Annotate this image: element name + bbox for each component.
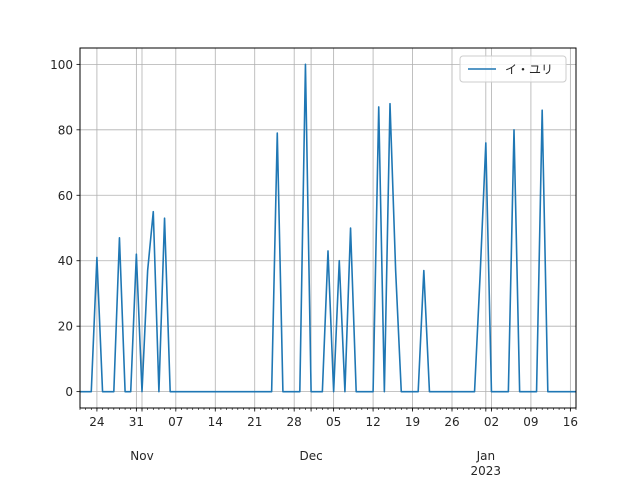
x-tick-label: 24 bbox=[89, 415, 104, 429]
x-tick-label: 19 bbox=[405, 415, 420, 429]
x-month-label: Jan bbox=[476, 449, 496, 463]
x-tick-label: 07 bbox=[168, 415, 183, 429]
x-tick-label: 02 bbox=[484, 415, 499, 429]
x-month-label: Dec bbox=[299, 449, 322, 463]
series-line bbox=[80, 63, 576, 393]
y-tick-label: 100 bbox=[50, 58, 73, 72]
x-tick-label: 16 bbox=[563, 415, 578, 429]
x-tick-label: 14 bbox=[208, 415, 223, 429]
y-tick-label: 80 bbox=[58, 123, 73, 137]
x-tick-label: 21 bbox=[247, 415, 262, 429]
x-month-label: Nov bbox=[130, 449, 153, 463]
y-tick-label: 60 bbox=[58, 189, 73, 203]
x-tick-label: 12 bbox=[365, 415, 380, 429]
legend-box bbox=[459, 55, 567, 83]
y-tick-label: 20 bbox=[58, 320, 73, 334]
y-tick-label: 40 bbox=[58, 254, 73, 268]
y-tick-label: 0 bbox=[65, 385, 73, 399]
x-tick-label: 26 bbox=[444, 415, 459, 429]
y-axis-ticks: 0 20 40 60 80 100 bbox=[50, 58, 80, 399]
series-lines bbox=[80, 63, 576, 393]
x-tick-label: 31 bbox=[129, 415, 144, 429]
legend-label: イ・ユリ bbox=[505, 63, 553, 77]
legend: イ・ユリ bbox=[459, 55, 567, 83]
x-tick-label: 28 bbox=[287, 415, 302, 429]
x-tick-label: 05 bbox=[326, 415, 341, 429]
x-year-label: 2023 bbox=[471, 464, 502, 478]
x-tick-label: 09 bbox=[523, 415, 538, 429]
